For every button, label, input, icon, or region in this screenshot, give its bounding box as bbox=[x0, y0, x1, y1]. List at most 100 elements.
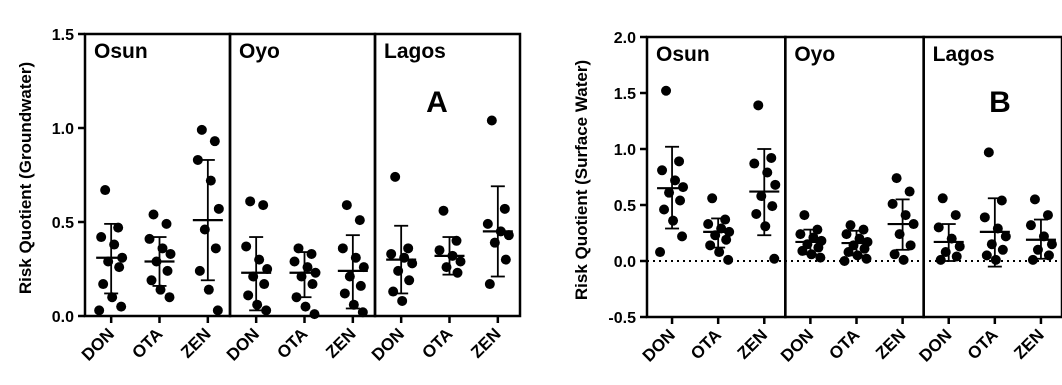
data-point bbox=[149, 209, 159, 219]
data-point bbox=[707, 193, 717, 203]
data-point bbox=[905, 187, 915, 197]
region-label: Lagos bbox=[933, 43, 995, 66]
data-point bbox=[657, 165, 667, 175]
data-point bbox=[723, 255, 733, 265]
data-point bbox=[100, 185, 110, 195]
data-point bbox=[397, 296, 407, 306]
data-point bbox=[795, 229, 805, 239]
data-point bbox=[252, 300, 262, 310]
data-point bbox=[859, 225, 869, 235]
data-point bbox=[951, 210, 961, 220]
data-point bbox=[307, 249, 317, 259]
data-point bbox=[439, 206, 449, 216]
y-tick-label: 0.5 bbox=[614, 198, 636, 215]
data-point bbox=[677, 231, 687, 241]
region-label: Osun bbox=[94, 40, 148, 63]
data-point bbox=[166, 249, 176, 259]
y-tick-label: 1.0 bbox=[52, 121, 74, 138]
data-point bbox=[720, 215, 730, 225]
y-axis-label: Risk Quotient (Surface Water) bbox=[572, 60, 591, 300]
data-point bbox=[301, 302, 311, 312]
data-point bbox=[456, 256, 466, 266]
data-point bbox=[770, 180, 780, 190]
data-point bbox=[485, 279, 495, 289]
data-point bbox=[997, 196, 1007, 206]
data-point bbox=[668, 216, 678, 226]
data-point bbox=[487, 115, 497, 125]
data-point bbox=[483, 219, 493, 229]
data-point bbox=[674, 156, 684, 166]
x-tick-label: OTA bbox=[273, 324, 311, 362]
y-tick-label: 1.5 bbox=[52, 27, 74, 44]
y-tick-label: 0.0 bbox=[52, 309, 74, 326]
x-tick-label: DON bbox=[78, 324, 118, 364]
region-label: Oyo bbox=[794, 43, 835, 66]
x-tick-label: OTA bbox=[128, 324, 166, 362]
data-point bbox=[936, 255, 946, 265]
data-point bbox=[1026, 220, 1036, 230]
data-point bbox=[94, 305, 104, 315]
data-point bbox=[96, 232, 106, 242]
panel-a-groundwater: Risk Quotient (Groundwater)0.00.51.01.5O… bbox=[16, 27, 520, 365]
y-tick-label: 0.5 bbox=[52, 215, 74, 232]
x-tick-label: DON bbox=[639, 325, 679, 365]
data-point bbox=[404, 275, 414, 285]
data-point bbox=[163, 266, 173, 276]
data-point bbox=[114, 262, 124, 272]
data-point bbox=[214, 204, 224, 214]
data-point bbox=[1030, 194, 1040, 204]
data-point bbox=[435, 245, 445, 255]
data-point bbox=[769, 254, 779, 264]
data-point bbox=[310, 309, 320, 319]
data-point bbox=[890, 249, 900, 259]
region-label: Osun bbox=[656, 43, 710, 66]
data-point bbox=[1043, 210, 1053, 220]
data-point bbox=[705, 240, 715, 250]
data-point bbox=[211, 243, 221, 253]
data-point bbox=[162, 219, 172, 229]
y-tick-label: -0.5 bbox=[608, 310, 636, 327]
data-point bbox=[982, 250, 992, 260]
data-point bbox=[767, 201, 777, 211]
data-point bbox=[388, 287, 398, 297]
data-point bbox=[147, 275, 157, 285]
x-tick-label: DON bbox=[777, 325, 817, 365]
data-point bbox=[760, 221, 770, 231]
data-point bbox=[721, 235, 731, 245]
x-tick-label: ZEN bbox=[177, 324, 214, 361]
data-point bbox=[338, 243, 348, 253]
x-tick-label: OTA bbox=[687, 325, 725, 363]
region-label: Oyo bbox=[239, 40, 280, 63]
data-point bbox=[258, 200, 268, 210]
data-point bbox=[659, 204, 669, 214]
data-point bbox=[751, 209, 761, 219]
data-point bbox=[753, 100, 763, 110]
data-point bbox=[500, 204, 510, 214]
data-point bbox=[501, 255, 511, 265]
data-point bbox=[799, 210, 809, 220]
data-point bbox=[290, 256, 300, 266]
x-tick-label: OTA bbox=[964, 325, 1002, 363]
data-point bbox=[165, 292, 175, 302]
data-point bbox=[210, 136, 220, 146]
panel-letter: A bbox=[426, 86, 448, 119]
x-tick-label: DON bbox=[368, 324, 408, 364]
panel-b-surface-water: Risk Quotient (Surface Water) -0.5 0.0 0.5 1… bbox=[572, 30, 1062, 366]
data-point bbox=[906, 240, 916, 250]
y-tick-label: 0.0 bbox=[614, 254, 636, 271]
data-point bbox=[984, 147, 994, 157]
data-point bbox=[938, 193, 948, 203]
data-point bbox=[453, 268, 463, 278]
data-point bbox=[899, 255, 909, 265]
data-point bbox=[998, 245, 1008, 255]
data-point bbox=[675, 196, 685, 206]
y-tick-label: 1.0 bbox=[614, 142, 636, 159]
region-label: Lagos bbox=[384, 40, 446, 63]
data-point bbox=[991, 255, 1001, 265]
data-point bbox=[749, 159, 759, 169]
data-point bbox=[355, 215, 365, 225]
panel-letter: B bbox=[989, 86, 1011, 119]
x-tick-label: ZEN bbox=[467, 324, 504, 361]
region-frame-lagos bbox=[924, 37, 1062, 317]
